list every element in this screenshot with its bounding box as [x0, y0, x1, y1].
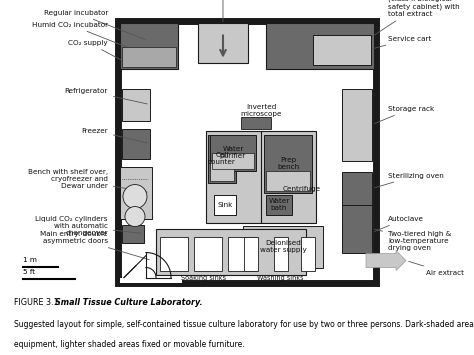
Text: FIGURE 3.1.: FIGURE 3.1. [14, 297, 64, 307]
Text: Refrigerator: Refrigerator [64, 88, 147, 104]
Bar [206, 131, 316, 223]
Bar [198, 23, 248, 62]
Text: Two-tiered high &
low-temperature
drying oven: Two-tiered high & low-temperature drying… [374, 229, 451, 251]
Text: Laminar-flow hood
(class II biological
safety cabinet) with
total extract: Laminar-flow hood (class II biological s… [368, 0, 460, 39]
Text: equipment, lighter shaded areas fixed or movable furniture.: equipment, lighter shaded areas fixed or… [14, 340, 245, 349]
Text: CO₂ supply: CO₂ supply [68, 39, 124, 61]
Bar [301, 236, 315, 271]
Text: Air extract: Air extract [409, 261, 464, 275]
Text: Prep
bench: Prep bench [277, 157, 299, 170]
FancyArrow shape [366, 251, 406, 271]
Bar [264, 135, 312, 192]
Text: Autoclave: Autoclave [374, 215, 424, 231]
Text: Small Tissue Culture Laboratory.: Small Tissue Culture Laboratory. [55, 297, 202, 307]
Bar [118, 21, 376, 283]
Text: Sink: Sink [217, 202, 233, 208]
Text: Freezer: Freezer [81, 127, 147, 143]
Bar [210, 135, 256, 170]
Bar [342, 171, 372, 206]
Bar [212, 153, 254, 169]
Bar [266, 23, 374, 69]
Circle shape [266, 137, 310, 181]
Text: Storage rack: Storage rack [374, 105, 434, 124]
Bar [266, 195, 292, 214]
Circle shape [125, 207, 145, 226]
Bar [122, 88, 150, 121]
Bar [342, 88, 372, 160]
Bar [120, 278, 182, 283]
Bar [194, 236, 222, 271]
Bar [313, 34, 371, 65]
Bar [244, 236, 258, 271]
Bar [214, 195, 236, 214]
Text: Cell
counter: Cell counter [208, 152, 236, 165]
Bar [120, 166, 152, 219]
Text: Regular incubator: Regular incubator [44, 10, 146, 39]
Bar [120, 23, 178, 69]
Bar [210, 160, 234, 181]
Text: Air intake or location
of air conditioner: Air intake or location of air conditione… [185, 0, 260, 22]
Bar [122, 129, 150, 159]
Text: Sterilizing oven: Sterilizing oven [374, 173, 444, 188]
Bar [122, 47, 176, 66]
Bar [274, 236, 288, 271]
Bar [160, 236, 188, 271]
Bar [122, 225, 144, 242]
Bar [208, 135, 236, 182]
Text: 1 m: 1 m [23, 257, 37, 263]
Bar [342, 204, 372, 252]
Text: Water
purifier: Water purifier [220, 146, 246, 159]
Text: Soaking sinks: Soaking sinks [182, 274, 227, 280]
Circle shape [123, 185, 147, 208]
Bar [266, 170, 310, 191]
Bar [228, 236, 256, 271]
Text: Main entry: double
asymmetric doors: Main entry: double asymmetric doors [40, 231, 149, 260]
Text: Washing sinks: Washing sinks [257, 274, 303, 280]
Text: Centrifuge: Centrifuge [283, 186, 321, 192]
Bar [243, 225, 323, 268]
Bar [241, 116, 271, 129]
Text: Liquid CO₂ cylinders
with automatic
changeover: Liquid CO₂ cylinders with automatic chan… [36, 215, 141, 236]
Text: Suggested layout for simple, self-contained tissue culture laboratory for use by: Suggested layout for simple, self-contai… [14, 320, 474, 329]
Text: Inverted
microscope: Inverted microscope [240, 104, 282, 116]
Text: Bench with shelf over,
cryofreezer and
Dewar under: Bench with shelf over, cryofreezer and D… [28, 169, 147, 192]
Text: Deionised
water supply: Deionised water supply [260, 240, 306, 253]
Text: Service cart: Service cart [369, 36, 431, 50]
Text: 5 ft: 5 ft [23, 268, 35, 274]
Bar [342, 218, 372, 246]
Text: Water
bath: Water bath [268, 198, 290, 211]
Bar [156, 229, 306, 274]
Text: Humid CO₂ incubator: Humid CO₂ incubator [32, 22, 146, 55]
